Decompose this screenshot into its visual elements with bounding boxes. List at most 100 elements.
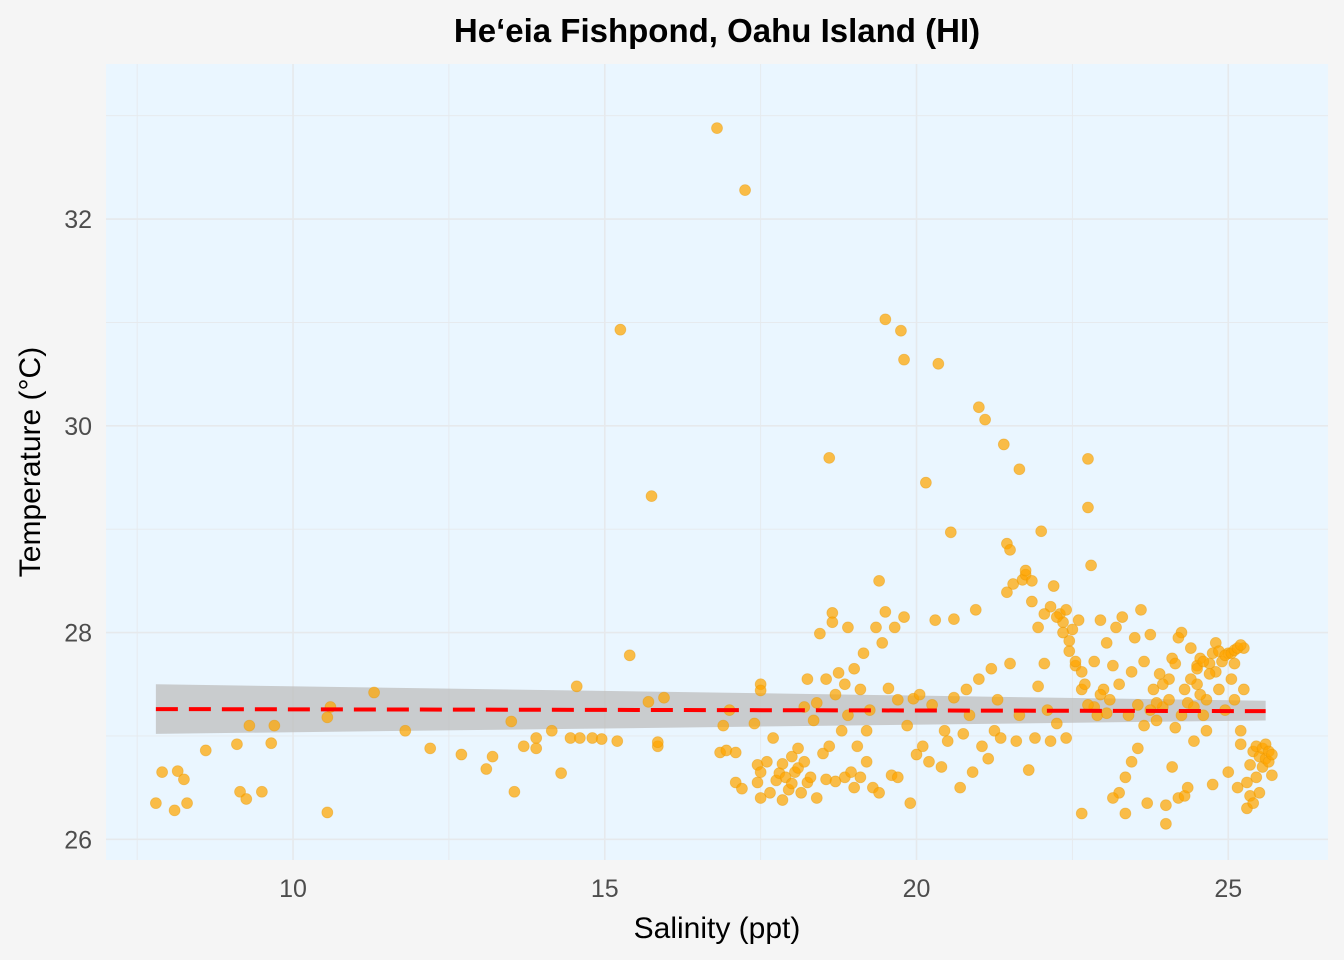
data-point [810,792,823,804]
data-point [957,727,970,740]
data-point [645,490,658,503]
data-point [486,750,499,763]
data-point [879,605,892,618]
data-point [898,611,910,623]
plot-panel [106,64,1328,860]
data-point [199,744,212,757]
data-point [1060,732,1073,744]
data-points [149,122,1278,830]
data-point [1050,611,1063,623]
data-point [882,682,895,695]
data-point [919,476,932,489]
data-point [932,357,945,370]
data-point [508,785,521,798]
data-point [1247,797,1260,810]
data-point [1078,678,1091,691]
data-point [748,717,761,730]
data-point [1119,771,1132,784]
data-point [1206,778,1219,791]
data-point [1094,688,1107,701]
data-point [751,776,764,789]
data-point [829,775,842,788]
data-point [916,740,929,753]
data-point [860,755,873,768]
data-point [268,719,281,732]
data-point [764,786,776,799]
data-point [838,678,851,691]
data-point [1119,807,1132,820]
data-point [776,757,789,770]
data-point [1234,639,1247,651]
data-point [857,647,870,660]
data-point [1029,732,1041,744]
data-point [776,794,789,806]
data-point [1156,678,1169,691]
data-point [255,785,268,798]
y-tick-label: 28 [64,620,92,648]
data-point [1032,621,1044,634]
data-point [873,786,886,799]
data-point [988,724,1001,737]
data-point [240,793,253,805]
confidence-band [155,684,1266,734]
data-point [545,724,558,737]
data-point [888,621,901,634]
data-point [234,785,246,798]
data-point [1225,673,1238,685]
data-point [913,688,926,701]
data-point [829,688,842,701]
data-point [1057,626,1069,639]
data-point [651,736,664,749]
data-point [835,724,848,737]
data-point [798,755,811,768]
data-point [760,755,773,768]
data-point [1234,724,1247,737]
data-point [891,771,904,784]
data-point [623,649,636,662]
x-tick-label: 10 [279,875,307,903]
data-point [994,732,1007,744]
data-point [1150,714,1163,727]
data-point [368,686,380,699]
data-point [1025,574,1038,587]
data-point [1063,645,1076,658]
data-point [767,732,780,744]
data-point [873,574,886,587]
data-point [1197,655,1210,668]
data-point [923,755,935,768]
data-point [898,353,910,366]
data-point [941,735,954,748]
data-point [1088,655,1101,668]
data-point [1001,586,1013,599]
data-point [1178,683,1191,696]
data-point [1131,742,1144,755]
x-tick-label: 15 [591,875,619,903]
data-point [739,184,751,197]
data-point [1125,665,1138,678]
data-point [1107,792,1119,804]
data-point [1100,707,1113,720]
data-point [785,750,798,763]
data-point [1100,637,1113,649]
data-point [842,621,854,634]
data-point [1244,758,1256,771]
data-point [1075,665,1088,678]
data-point [243,719,256,732]
data-point [1184,642,1197,654]
data-point [1085,559,1097,572]
chart-title: He‘eia Fishpond, Oahu Island (HI) [454,12,980,49]
data-point [854,683,867,696]
data-point [1013,463,1026,476]
data-point [972,673,985,685]
data-point [1234,738,1247,751]
data-point [1082,699,1094,711]
data-point [399,724,412,737]
data-point [1032,680,1044,693]
data-point [711,122,723,134]
data-point [823,740,836,753]
data-point [156,766,169,779]
data-point [985,662,998,675]
data-point [879,313,892,326]
data-point [960,683,973,696]
data-point [555,767,568,780]
